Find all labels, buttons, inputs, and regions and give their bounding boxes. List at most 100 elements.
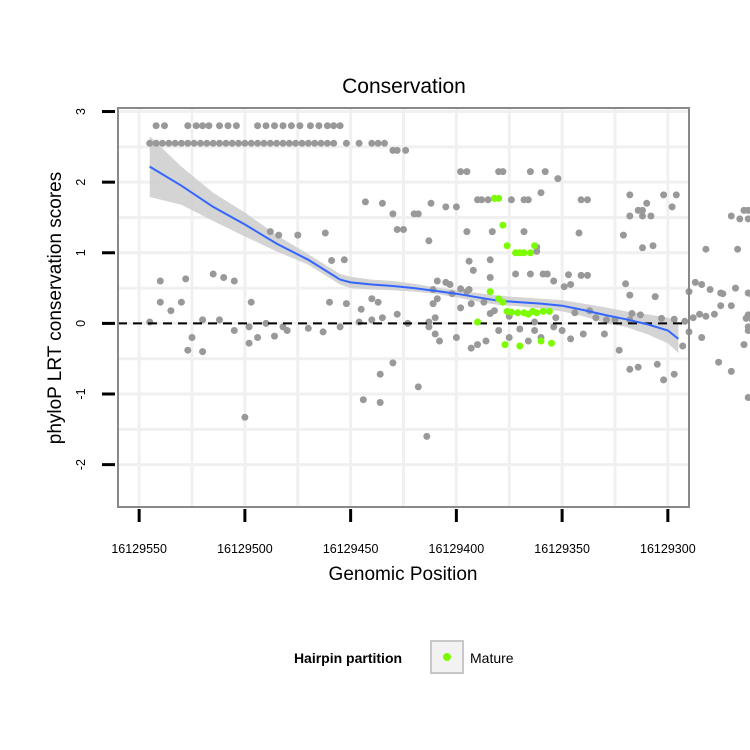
data-point-other [744,289,750,297]
data-point-other [689,314,697,322]
data-point-other [156,298,164,306]
data-point-other [740,206,748,214]
data-point-mature [548,339,555,347]
x-axis: 16129550 16129500 16129450 16129400 16129350… [111,509,696,556]
data-point-other [228,139,236,147]
data-point-other [285,139,293,147]
data-point-other [463,228,471,236]
data-point-other [279,323,287,331]
data-point-other [727,367,735,375]
data-point-other [427,199,435,207]
data-point-other [368,295,376,303]
data-point-other [425,237,433,245]
data-point-other [643,199,651,207]
data-point-other [679,342,687,350]
data-point-other [190,139,198,147]
data-point-other [626,191,634,199]
data-point-other [321,229,329,237]
data-point-other [165,139,173,147]
data-point-other [531,318,539,326]
data-point-other [543,270,551,278]
data-point-other [423,432,431,440]
data-point-mature [495,194,503,202]
data-point-other [647,212,655,220]
points-mature-layer [474,194,555,350]
data-point-other [414,210,422,218]
data-point-other [336,323,344,331]
data-point-other [579,330,587,338]
data-point-other [361,198,369,206]
data-point-other [279,139,287,147]
data-point-other [651,293,659,301]
data-point-other [368,139,376,147]
data-point-other [702,312,710,320]
data-point-other [577,196,585,204]
panel-border [117,107,690,508]
data-point-other [340,256,348,264]
data-point-other [199,348,207,356]
data-point-other [389,210,397,218]
data-point-other [446,281,454,288]
data-point-other [374,139,382,147]
data-point-other [670,370,678,378]
data-point-other [520,228,528,236]
data-point-other [715,358,723,366]
data-point-other [199,122,207,130]
data-point-other [452,334,460,341]
data-point-other [474,341,481,349]
data-point-other [565,271,572,279]
data-point-other [294,231,302,239]
data-point-other [177,139,185,147]
data-point-other [524,337,532,345]
data-point-other [376,399,384,406]
data-point-other [670,315,678,323]
data-point-other [323,139,331,147]
data-point-other [619,231,627,239]
data-point-other [152,139,160,147]
data-point-other [571,309,579,317]
data-point-other [199,316,207,324]
data-point-other [672,191,680,199]
data-point-other [216,139,223,147]
data-point-other [271,332,278,340]
data-point-other [698,334,706,341]
data-point-other [744,394,750,401]
data-point-other [442,203,450,211]
data-point-other [486,256,494,264]
data-point-other [247,139,255,147]
data-point-other [702,245,710,253]
data-point-other [478,196,486,204]
data-point-other [326,298,333,306]
data-point-other [368,316,376,324]
data-point-other [177,298,185,306]
data-point-other [359,396,367,404]
data-point-other [628,310,636,317]
x-tick-label: 16129450 [323,542,379,556]
data-point-other [342,300,350,308]
data-point-other [317,139,325,147]
data-point-other [328,257,336,264]
data-point-mature [499,298,507,306]
data-point-other [216,316,223,324]
data-point-other [717,289,725,297]
data-point-mature [545,307,553,315]
data-point-other [393,146,401,154]
data-point-other [636,311,644,319]
data-point-other [649,242,657,250]
data-point-other [740,341,748,349]
data-point-other [469,266,477,274]
data-point-other [653,360,661,368]
data-point-other [336,122,344,130]
data-point-other [531,327,539,334]
x-tick-label: 16129550 [111,542,167,556]
data-point-other [457,304,465,312]
data-point-other [626,365,634,373]
data-point-other [484,196,492,204]
data-point-other [541,168,549,176]
data-point-other [615,346,623,354]
data-point-other [744,215,750,223]
data-point-other [431,330,439,338]
data-point-other [146,139,154,147]
data-point-other [507,196,515,204]
data-point-other [486,274,494,281]
